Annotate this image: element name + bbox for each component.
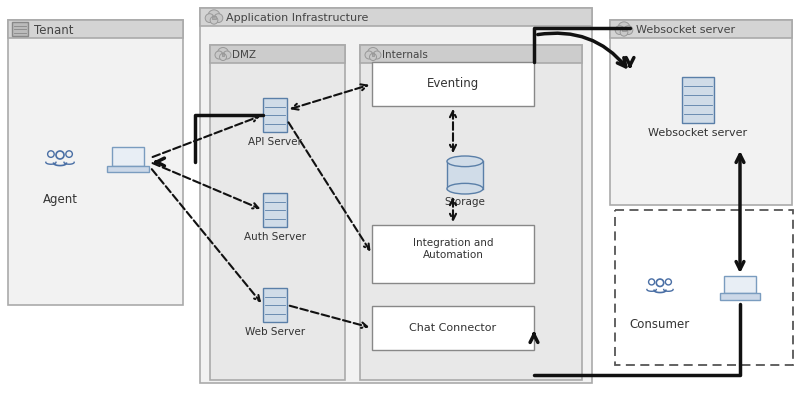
Bar <box>8 20 183 38</box>
Text: Chat Connector: Chat Connector <box>409 323 497 333</box>
Circle shape <box>620 28 628 36</box>
Circle shape <box>365 51 373 59</box>
Bar <box>622 28 626 31</box>
Bar <box>210 45 345 63</box>
Text: Storage: Storage <box>445 197 485 207</box>
Bar <box>372 225 534 283</box>
Circle shape <box>624 26 633 34</box>
Text: Integration and
Automation: Integration and Automation <box>413 238 493 260</box>
Circle shape <box>215 51 223 59</box>
Bar <box>372 62 534 106</box>
Bar <box>8 20 183 305</box>
Circle shape <box>214 14 223 22</box>
Text: Tenant: Tenant <box>34 24 74 36</box>
Circle shape <box>210 16 218 24</box>
Text: Web Server: Web Server <box>245 327 305 337</box>
Bar <box>200 8 592 383</box>
Circle shape <box>205 14 214 22</box>
Circle shape <box>208 10 220 22</box>
Text: API Server: API Server <box>248 137 302 147</box>
Bar <box>210 45 345 380</box>
Circle shape <box>369 54 376 60</box>
Text: Agent: Agent <box>42 193 78 206</box>
Bar <box>263 288 287 322</box>
Bar <box>447 161 483 189</box>
Circle shape <box>368 48 379 58</box>
Bar <box>222 53 224 56</box>
Bar <box>372 53 374 56</box>
Bar <box>724 276 755 293</box>
Circle shape <box>373 51 381 59</box>
Bar <box>360 45 582 380</box>
Circle shape <box>219 54 227 60</box>
Text: Eventing: Eventing <box>427 78 479 90</box>
Ellipse shape <box>447 183 483 194</box>
Bar <box>263 98 287 132</box>
Bar <box>615 210 793 365</box>
Bar <box>610 20 792 205</box>
Circle shape <box>618 22 630 34</box>
Bar <box>200 8 592 26</box>
Ellipse shape <box>447 156 483 167</box>
Text: Consumer: Consumer <box>630 318 690 331</box>
Circle shape <box>218 48 228 58</box>
Text: Websocket server: Websocket server <box>649 128 747 138</box>
Bar <box>12 22 28 36</box>
Bar <box>682 77 714 123</box>
Bar <box>263 193 287 227</box>
Circle shape <box>615 26 624 34</box>
Text: Application Infrastructure: Application Infrastructure <box>226 13 368 23</box>
Bar <box>360 45 582 63</box>
Text: DMZ: DMZ <box>232 50 256 60</box>
Bar <box>610 20 792 38</box>
Text: Internals: Internals <box>382 50 428 60</box>
Bar <box>107 166 149 172</box>
Bar <box>111 147 144 166</box>
Bar <box>212 16 215 19</box>
Text: Auth Server: Auth Server <box>244 232 306 242</box>
Text: Websocket server: Websocket server <box>636 25 735 35</box>
Bar <box>720 293 760 300</box>
Circle shape <box>223 51 231 59</box>
Bar <box>372 306 534 350</box>
